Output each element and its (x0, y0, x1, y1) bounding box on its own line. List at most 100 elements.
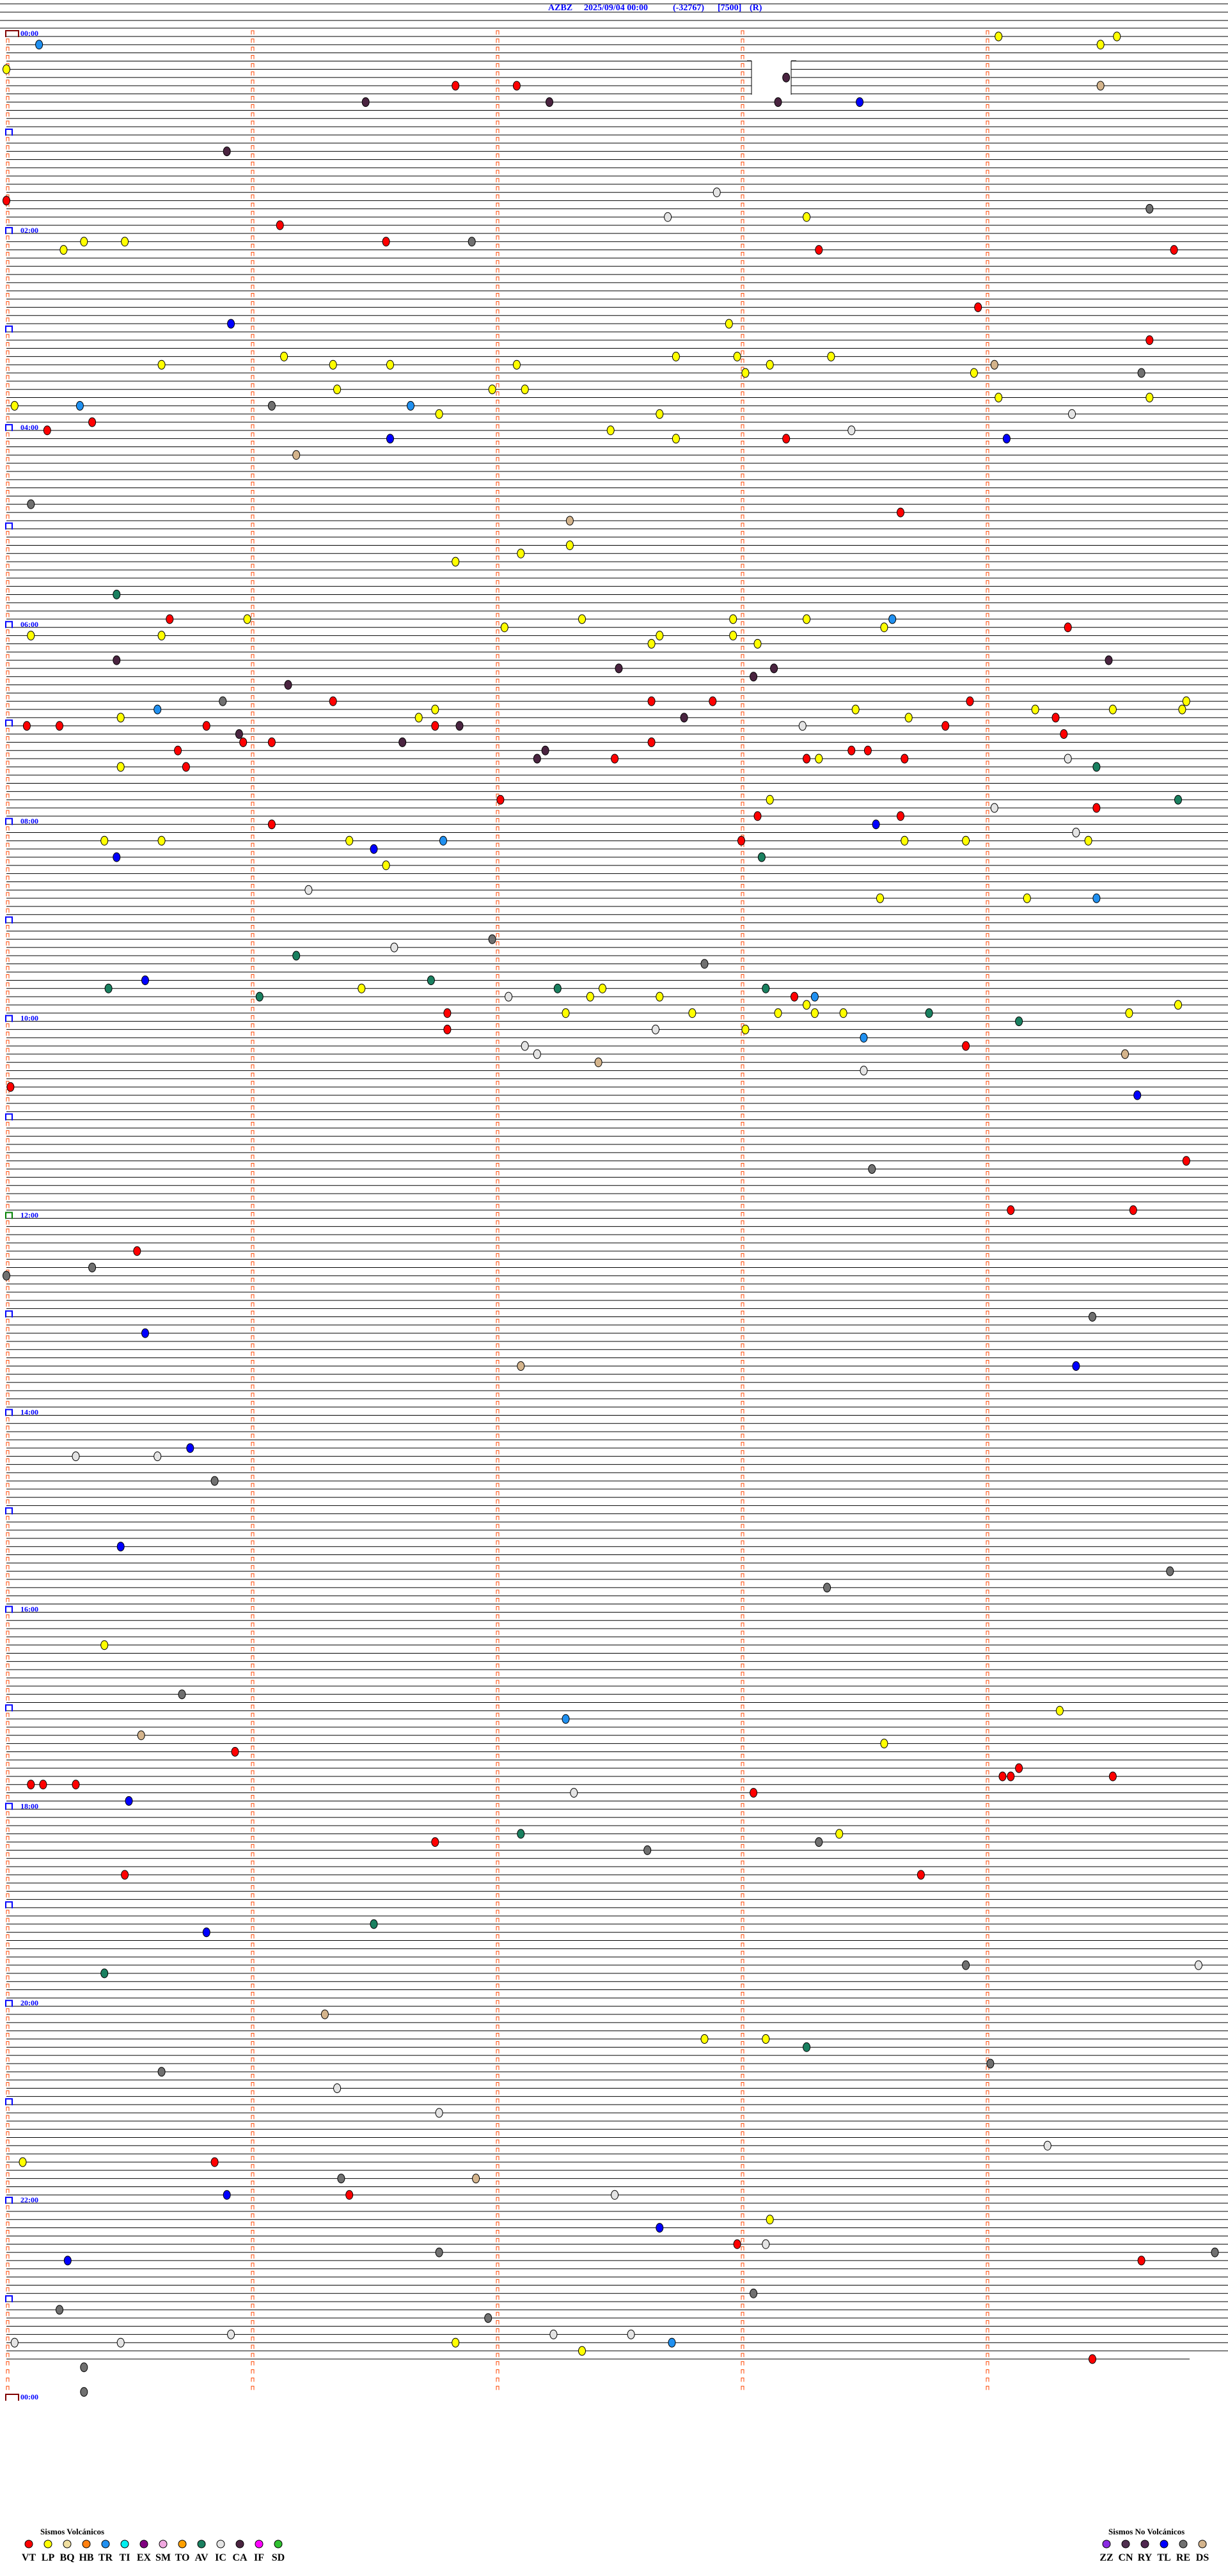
minute-tick (251, 859, 255, 864)
event-lp (157, 835, 166, 846)
minute-tick (6, 900, 10, 905)
minute-tick (6, 1655, 10, 1660)
minute-tick (986, 2082, 989, 2087)
minute-tick (6, 79, 10, 84)
minute-tick (251, 2229, 255, 2234)
event-re (488, 934, 496, 944)
minute-tick (6, 1671, 10, 1676)
minute-tick (251, 1368, 255, 1373)
minute-tick (741, 334, 744, 338)
minute-tick (496, 1376, 500, 1381)
minute-tick (986, 489, 989, 494)
minute-tick (251, 629, 255, 634)
minute-tick (496, 1803, 500, 1808)
minute-tick (251, 2164, 255, 2169)
minute-tick (251, 424, 255, 429)
minute-tick (6, 2115, 10, 2119)
minute-tick (251, 1507, 255, 1512)
minute-tick (6, 2188, 10, 2193)
event-vt (917, 1870, 925, 1880)
event-re (750, 2288, 758, 2298)
minute-tick (741, 1844, 744, 1849)
minute-tick (496, 679, 500, 683)
event-ic (652, 1024, 659, 1034)
minute-tick (986, 1770, 989, 1774)
hour-bracket (5, 128, 13, 136)
minute-tick (251, 2344, 255, 2350)
minute-tick (741, 1121, 744, 1126)
minute-tick (986, 1343, 989, 1348)
minute-tick (986, 301, 989, 306)
minute-tick (496, 2090, 500, 2095)
hour-label: 18:00 (20, 1801, 38, 1810)
minute-tick (986, 1269, 989, 1274)
minute-tick (6, 1039, 10, 1045)
minute-tick (986, 1860, 989, 1865)
minute-tick (496, 1680, 500, 1684)
minute-tick (986, 1631, 989, 1635)
minute-tick (741, 1745, 744, 1750)
minute-tick (6, 1860, 10, 1865)
minute-tick (496, 539, 500, 544)
hour-bracket (5, 226, 13, 234)
event-tl (656, 2223, 664, 2233)
event-lp (741, 368, 750, 378)
minute-tick (496, 875, 500, 880)
minute-tick (496, 2385, 500, 2390)
minute-tick (251, 777, 255, 782)
legend-label-if: IF (254, 2552, 264, 2563)
legend-label-tr: TR (98, 2552, 113, 2563)
event-ds (990, 360, 998, 370)
minute-tick (6, 2049, 10, 2054)
minute-tick (496, 1130, 500, 1135)
event-ic (154, 1451, 162, 1462)
minute-tick (6, 457, 10, 462)
minute-tick (6, 1352, 10, 1356)
minute-tick (741, 564, 744, 568)
hour-bracket (5, 1704, 13, 1712)
minute-tick (496, 826, 500, 831)
minute-tick (741, 1130, 744, 1135)
minute-tick (6, 883, 10, 889)
minute-tick (741, 728, 744, 732)
minute-tick (986, 2385, 989, 2390)
legend-swatch-vt (24, 2540, 33, 2548)
minute-tick (6, 686, 10, 691)
event-ca (546, 97, 553, 107)
minute-tick (741, 1942, 744, 1947)
minute-tick (741, 711, 744, 716)
minute-tick (251, 1934, 255, 1939)
minute-tick (6, 268, 10, 273)
minute-tick (6, 1614, 10, 1619)
event-vt (496, 794, 505, 805)
minute-tick (741, 1442, 744, 1446)
minute-tick (986, 2139, 989, 2144)
minute-tick (986, 120, 989, 125)
event-re (178, 1689, 186, 1700)
minute-tick (6, 514, 10, 519)
event-ic (1068, 409, 1076, 419)
minute-tick (741, 1171, 744, 1176)
hour-bracket (5, 1507, 13, 1515)
event-ca (235, 729, 243, 739)
hour-bracket (5, 325, 13, 333)
minute-tick (251, 63, 255, 68)
minute-tick (986, 2303, 989, 2308)
minute-tick (251, 1409, 255, 1414)
minute-tick (6, 104, 10, 109)
minute-tick (251, 54, 255, 59)
minute-tick (986, 383, 989, 388)
event-lp (512, 360, 521, 370)
minute-tick (496, 104, 500, 109)
minute-tick (986, 1778, 989, 1783)
minute-tick (741, 251, 744, 257)
minute-tick (6, 2328, 10, 2333)
minute-tick (741, 1556, 744, 1561)
minute-tick (496, 999, 500, 1003)
event-ds (1121, 1049, 1129, 1059)
minute-tick (251, 654, 255, 659)
minute-tick (496, 1261, 500, 1266)
minute-tick (6, 2066, 10, 2070)
minute-tick (741, 2229, 744, 2234)
minute-tick (986, 96, 989, 100)
